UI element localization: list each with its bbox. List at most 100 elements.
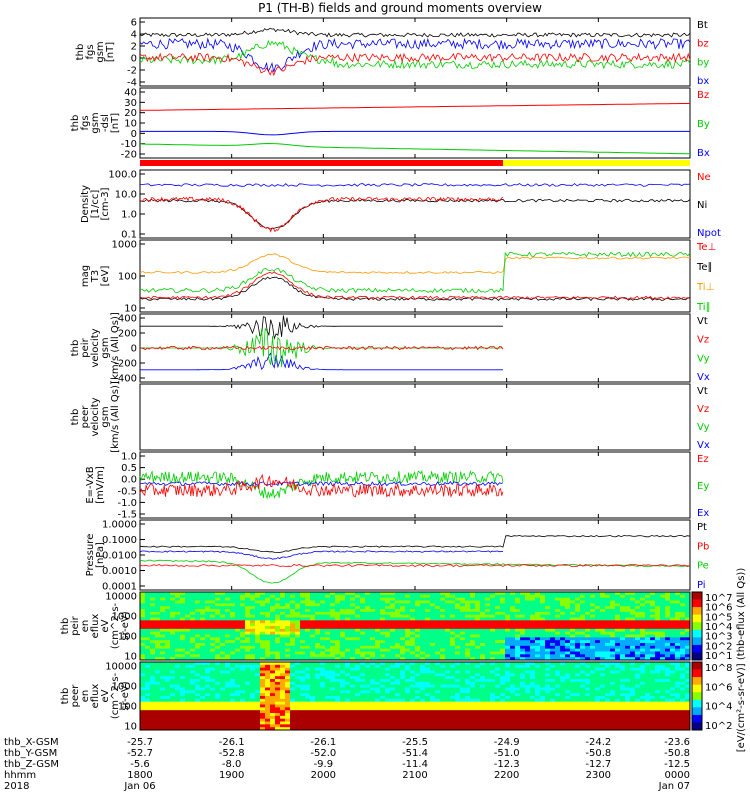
heatmap-cell <box>225 651 231 655</box>
heatmap-cell <box>595 648 601 652</box>
heatmap-cell <box>525 592 531 596</box>
heatmap-cell <box>280 592 286 596</box>
heatmap-cell <box>270 696 276 700</box>
heatmap-cell <box>530 648 536 652</box>
heatmap-cell <box>265 623 271 627</box>
heatmap-cell <box>435 698 441 703</box>
heatmap-cell <box>140 721 146 725</box>
heatmap-cell <box>335 710 341 714</box>
heatmap-cell <box>665 654 671 658</box>
heatmap-cell <box>540 631 546 635</box>
heatmap-cell <box>295 620 301 624</box>
heatmap-cell <box>520 628 526 633</box>
heatmap-cell <box>545 597 551 601</box>
heatmap-cell <box>235 631 241 635</box>
heatmap-cell <box>645 654 651 658</box>
heatmap-cell <box>390 631 396 635</box>
heatmap-cell <box>265 634 271 638</box>
heatmap-cell <box>445 654 451 658</box>
heatmap-cell <box>350 603 356 607</box>
heatmap-cell <box>430 676 436 680</box>
heatmap-cell <box>280 643 286 647</box>
heatmap-cell <box>655 637 661 641</box>
heatmap-cell <box>335 696 341 700</box>
heatmap-cell <box>265 679 271 683</box>
heatmap-cell <box>345 721 351 725</box>
y-tick-label: -200 <box>114 359 137 370</box>
heatmap-cell <box>160 643 166 647</box>
heatmap-cell <box>400 651 406 655</box>
series-ex <box>139 480 504 487</box>
heatmap-cell <box>215 614 221 618</box>
heatmap-cell <box>470 681 476 686</box>
heatmap-cell <box>360 667 366 671</box>
heatmap-cell <box>485 603 491 607</box>
heatmap-cell <box>500 654 506 658</box>
heatmap-cell <box>615 648 621 652</box>
heatmap-cell <box>445 611 451 616</box>
heatmap-cell <box>375 724 381 728</box>
heatmap-cell <box>665 657 671 661</box>
heatmap-cell <box>425 681 431 686</box>
heatmap-cell <box>395 721 401 725</box>
heatmap-cell <box>160 727 166 731</box>
heatmap-cell <box>180 704 186 708</box>
heatmap-cell <box>240 620 246 624</box>
heatmap-cell <box>505 634 511 638</box>
heatmap-cell <box>425 690 431 694</box>
heatmap-cell <box>240 648 246 652</box>
heatmap-cell <box>355 727 361 731</box>
heatmap-cell <box>270 640 276 644</box>
heatmap-cell <box>670 617 676 621</box>
heatmap-cell <box>625 597 631 601</box>
heatmap-cell <box>365 657 371 661</box>
heatmap-cell <box>305 606 311 610</box>
heatmap-cell <box>510 651 516 655</box>
heatmap-cell <box>485 673 491 677</box>
heatmap-cell <box>150 704 156 708</box>
heatmap-cell <box>485 606 491 610</box>
heatmap-cell <box>645 611 651 616</box>
heatmap-cell <box>480 640 486 644</box>
heatmap-cell <box>405 670 411 674</box>
heatmap-cell <box>420 617 426 621</box>
heatmap-cell <box>245 592 251 596</box>
heatmap-cell <box>335 631 341 635</box>
heatmap-cell <box>405 664 411 669</box>
heatmap-cell <box>495 592 501 596</box>
heatmap-cell <box>235 620 241 624</box>
heatmap-cell <box>190 643 196 647</box>
heatmap-cell <box>615 631 621 635</box>
heatmap-cell <box>565 640 571 644</box>
heatmap-cell <box>255 718 261 722</box>
heatmap-cell <box>245 645 251 650</box>
heatmap-cell <box>490 681 496 686</box>
heatmap-cell <box>540 594 546 599</box>
heatmap-cell <box>510 710 516 714</box>
heatmap-cell <box>160 640 166 644</box>
heatmap-cell <box>465 600 471 604</box>
heatmap-cell <box>235 617 241 621</box>
heatmap-cell <box>465 597 471 601</box>
heatmap-cell <box>330 631 336 635</box>
heatmap-cell <box>625 631 631 635</box>
heatmap-cell <box>185 645 191 650</box>
heatmap-cell <box>560 628 566 633</box>
heatmap-cell <box>215 690 221 694</box>
heatmap-cell <box>540 603 546 607</box>
heatmap-cell <box>195 715 201 720</box>
heatmap-cell <box>490 710 496 714</box>
heatmap-cell <box>325 623 331 627</box>
heatmap-cell <box>455 654 461 658</box>
heatmap-cell <box>205 594 211 599</box>
heatmap-cell <box>155 592 161 596</box>
heatmap-cell <box>245 693 251 697</box>
heatmap-cell <box>165 637 171 641</box>
heatmap-cell <box>480 679 486 683</box>
heatmap-frame <box>139 591 691 661</box>
heatmap-cell <box>250 710 256 714</box>
heatmap-cell <box>385 657 391 661</box>
heatmap-cell <box>575 597 581 601</box>
heatmap-cell <box>435 664 441 669</box>
heatmap-cell <box>520 614 526 618</box>
